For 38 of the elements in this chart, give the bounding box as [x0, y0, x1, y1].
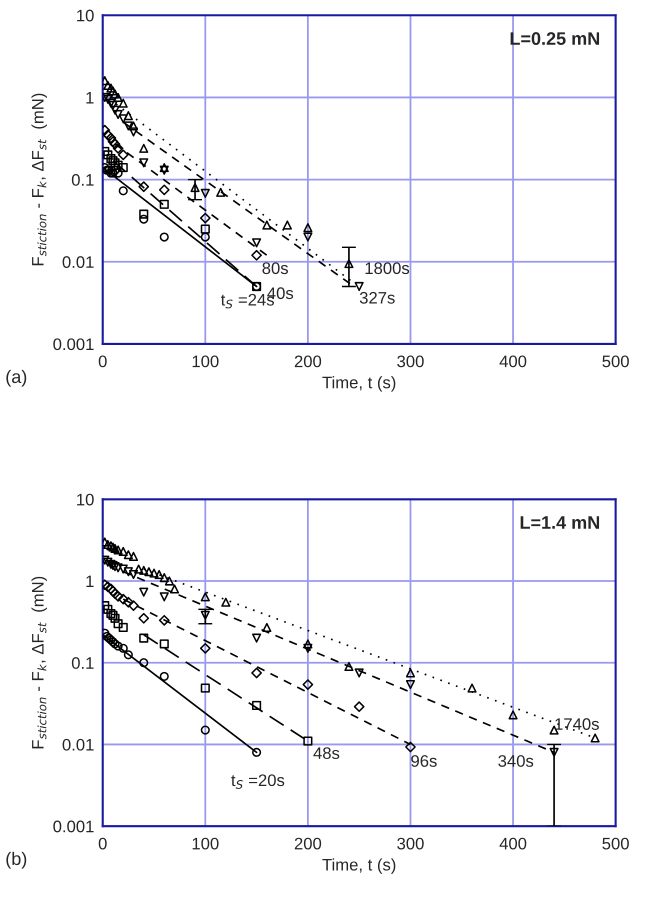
- x-tick-label: 200: [294, 355, 322, 368]
- annotation: 327s: [360, 292, 395, 304]
- y-tick-label: 0.01: [62, 256, 94, 268]
- x-tick-label: 100: [192, 838, 219, 850]
- y-tick-label: 10: [77, 10, 94, 22]
- y-tick-label: 0.001: [53, 820, 94, 832]
- x-tick-label: 400: [500, 355, 526, 368]
- x-tick-label: 500: [602, 838, 629, 850]
- x-tick-label: 200: [294, 838, 322, 850]
- x-tick-label: 300: [397, 355, 424, 368]
- x-tick-label: 300: [397, 838, 424, 850]
- annotation: 1800s: [366, 262, 410, 274]
- y-tick-label: 0.001: [53, 338, 94, 350]
- x-tick-label: 500: [602, 355, 629, 368]
- annotation: 96s: [411, 755, 437, 767]
- y-tick-label: 0.1: [72, 657, 94, 669]
- x-tick-label: 400: [500, 838, 526, 850]
- annotation: L=0.25 mN: [510, 32, 600, 45]
- y-tick-label: 0.1: [72, 174, 94, 186]
- x-tick-label: 100: [192, 355, 219, 368]
- y-axis-title: F$_{stiction}$ - F$_{k}$, ΔF$_{st}$ (mN): [31, 576, 47, 748]
- annotation: 80s: [262, 262, 288, 274]
- text: (a): [6, 370, 26, 387]
- annotation: 1740s: [555, 718, 599, 730]
- annotation: 340s: [498, 755, 534, 767]
- y-tick-label: 1: [86, 92, 94, 104]
- annotation: L=1.4 mN: [520, 516, 600, 529]
- x-tick-label: 0: [98, 838, 107, 850]
- text: (b): [6, 852, 26, 869]
- annotation: 48s: [313, 747, 340, 760]
- annotation: t$_{S}$ =20s: [231, 774, 284, 789]
- y-tick-label: 10: [77, 494, 94, 506]
- x-axis-title: Time, t (s): [322, 858, 396, 874]
- y-tick-label: 0.01: [62, 738, 94, 751]
- x-axis-title: Time, t (s): [322, 376, 396, 392]
- y-axis-title: F$_{stiction}$ - F$_{k}$, ΔF$_{st}$ (mN): [31, 94, 47, 266]
- x-tick-label: 0: [98, 355, 107, 368]
- y-tick-label: 1: [86, 576, 94, 588]
